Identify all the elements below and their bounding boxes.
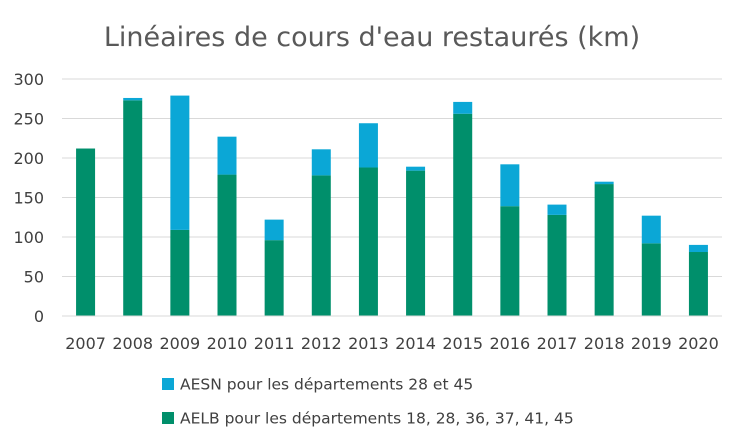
bar-aesn-2009 xyxy=(170,95,190,230)
bar-aelb-2018 xyxy=(594,184,614,316)
bar-aelb-2010 xyxy=(217,174,237,316)
x-tick-label: 2008 xyxy=(112,334,153,353)
bar-aelb-2013 xyxy=(358,167,378,316)
x-tick-label: 2007 xyxy=(65,334,106,353)
bar-aesn-2020 xyxy=(688,244,708,253)
x-tick-label: 2010 xyxy=(207,334,248,353)
legend-label-aesn: AESN pour les départements 28 et 45 xyxy=(180,376,473,394)
bar-aelb-2020 xyxy=(688,252,708,316)
legend: AESN pour les départements 28 et 45 AELB… xyxy=(162,376,574,428)
bar-aesn-2012 xyxy=(311,149,331,176)
x-tick-label: 2019 xyxy=(631,334,672,353)
bar-aesn-2014 xyxy=(406,166,426,171)
x-tick-label: 2015 xyxy=(442,334,483,353)
y-tick-label: 300 xyxy=(13,70,44,89)
bar-aelb-2017 xyxy=(547,214,567,316)
bar-aelb-2016 xyxy=(500,206,520,316)
y-tick-label: 200 xyxy=(13,149,44,168)
gridlines xyxy=(62,78,722,277)
bar-aesn-2010 xyxy=(217,136,237,175)
legend-label-aelb: AELB pour les départements 18, 28, 36, 3… xyxy=(180,410,574,428)
y-tick-label: 50 xyxy=(24,268,44,287)
bar-aesn-2013 xyxy=(358,123,378,168)
bar-aesn-2015 xyxy=(453,101,473,114)
x-tick-label: 2009 xyxy=(159,334,200,353)
y-tick-label: 250 xyxy=(13,110,44,129)
bars xyxy=(76,95,708,316)
y-tick-label: 100 xyxy=(13,228,44,247)
x-tick-label: 2018 xyxy=(584,334,625,353)
y-tick-label: 0 xyxy=(34,307,44,326)
x-tick-label: 2014 xyxy=(395,334,436,353)
bar-aelb-2008 xyxy=(123,100,143,316)
x-tick-label: 2013 xyxy=(348,334,389,353)
bar-aelb-2009 xyxy=(170,229,190,316)
bar-aelb-2015 xyxy=(453,113,473,316)
bar-aelb-2014 xyxy=(406,170,426,316)
y-tick-label: 150 xyxy=(13,189,44,208)
x-tick-label: 2011 xyxy=(254,334,295,353)
bar-aelb-2011 xyxy=(264,240,284,316)
legend-swatch-aesn xyxy=(162,378,174,390)
bar-aesn-2019 xyxy=(641,215,661,244)
bar-aesn-2008 xyxy=(123,97,143,101)
x-tick-label: 2016 xyxy=(489,334,530,353)
bar-aesn-2017 xyxy=(547,204,567,215)
x-axis-ticks: 2007 2008 2009 2010 2011 2012 2013 2014 2015 2016… xyxy=(65,334,719,353)
x-tick-label: 2017 xyxy=(537,334,578,353)
bar-aelb-2019 xyxy=(641,243,661,316)
bar-aelb-2007 xyxy=(76,148,96,316)
bar-aesn-2011 xyxy=(264,219,284,241)
x-tick-label: 2020 xyxy=(678,334,719,353)
bar-aesn-2016 xyxy=(500,164,520,207)
bar-aesn-2018 xyxy=(594,181,614,185)
y-axis-ticks: 0 50 100 150 200 250 300 xyxy=(13,70,44,326)
chart-title: Linéaires de cours d'eau restaurés (km) xyxy=(104,22,640,53)
legend-swatch-aelb xyxy=(162,412,174,424)
bar-aelb-2012 xyxy=(311,175,331,316)
x-tick-label: 2012 xyxy=(301,334,342,353)
